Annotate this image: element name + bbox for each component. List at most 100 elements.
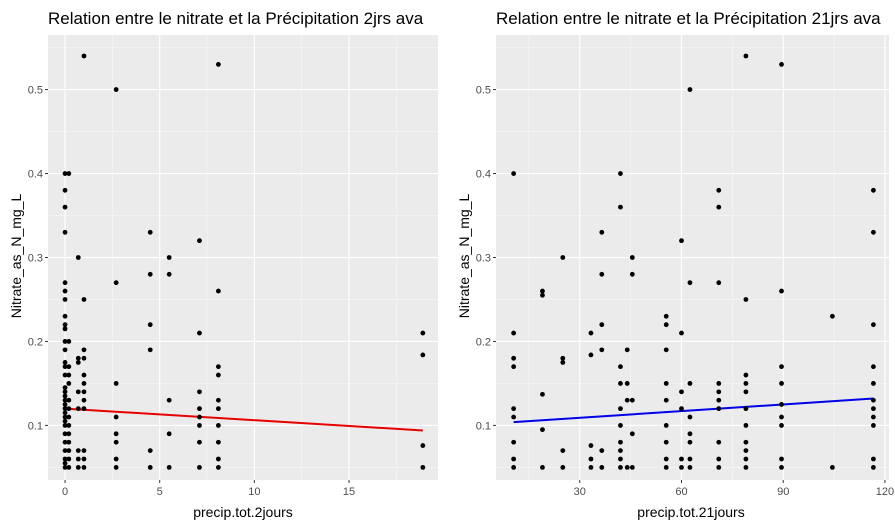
data-point (147, 271, 153, 277)
chart-panel-left: Relation entre le nitrate et la Précipit… (8, 9, 438, 520)
data-point (66, 171, 72, 176)
data-point (62, 397, 68, 403)
data-point (62, 204, 68, 210)
data-point (66, 339, 72, 344)
data-point (663, 456, 669, 462)
data-point (679, 456, 684, 462)
data-point (871, 423, 876, 428)
data-point (81, 355, 87, 361)
data-point (679, 330, 684, 336)
data-point (66, 456, 72, 462)
data-point (679, 389, 684, 395)
data-point (618, 465, 623, 470)
data-point (511, 364, 517, 370)
data-point (197, 423, 202, 428)
y-tick-label: 0.1 (476, 420, 491, 432)
chart-title: Relation entre le nitrate et la Précipit… (496, 9, 881, 28)
data-point (663, 313, 669, 319)
data-point (687, 439, 693, 445)
data-point (599, 322, 605, 328)
data-point (629, 255, 635, 260)
data-point (62, 393, 68, 399)
data-point (75, 355, 81, 361)
data-point (629, 397, 635, 403)
data-point (679, 238, 684, 244)
data-point (62, 406, 68, 412)
y-tick-label: 0.4 (476, 169, 491, 181)
data-point (166, 255, 172, 260)
data-point (560, 255, 566, 260)
data-point (215, 397, 221, 403)
data-point (687, 414, 693, 420)
data-point (113, 280, 119, 286)
y-tick-label: 0.2 (476, 336, 491, 348)
data-point (716, 397, 722, 403)
y-tick-label: 0.5 (476, 85, 491, 97)
data-point (618, 448, 623, 454)
y-axis-title: Nitrate_as_N_mg_L (8, 194, 24, 319)
y-tick-label: 0.3 (476, 253, 491, 265)
x-tick-label: 90 (777, 486, 789, 498)
data-point (62, 460, 68, 466)
data-point (629, 431, 635, 437)
data-point (511, 171, 517, 176)
data-point (743, 389, 749, 395)
axis-ticks: 30 60 90 120 0.1 0.2 0.3 0.4 0.5 (476, 85, 894, 498)
data-point (81, 381, 87, 386)
data-point (829, 465, 835, 470)
data-point (75, 406, 81, 412)
data-point (624, 381, 630, 386)
x-tick-label: 5 (157, 486, 163, 498)
data-point (62, 385, 68, 391)
data-point (779, 364, 784, 370)
data-point (147, 347, 153, 353)
data-point (743, 456, 749, 462)
data-point (62, 229, 68, 235)
data-point (716, 456, 722, 462)
data-point (197, 414, 202, 420)
data-point (540, 465, 545, 470)
data-point (62, 326, 68, 332)
data-point (66, 423, 72, 428)
data-point (81, 406, 87, 412)
data-point (215, 364, 221, 370)
data-point (743, 372, 749, 378)
data-point (743, 423, 749, 428)
data-point (599, 465, 605, 470)
data-point (511, 456, 517, 462)
data-point (599, 271, 605, 277)
data-point (66, 364, 72, 370)
data-point (166, 271, 172, 277)
data-point (66, 414, 72, 420)
data-point (743, 406, 749, 412)
data-point (743, 439, 749, 445)
data-point (779, 288, 784, 294)
trend-line (513, 397, 874, 424)
y-tick-label: 0.1 (28, 420, 43, 432)
data-point (75, 255, 81, 260)
data-point (779, 456, 784, 462)
data-point (420, 443, 426, 448)
data-point (81, 53, 87, 59)
data-point (81, 372, 87, 378)
data-point (743, 297, 749, 302)
data-point (62, 280, 68, 286)
axis-ticks: 0 5 10 15 0.1 0.2 0.3 0.4 0.5 (28, 85, 355, 498)
data-point (66, 439, 72, 445)
data-point (215, 288, 221, 294)
data-point (871, 187, 876, 193)
data-point (62, 423, 68, 428)
chart-title: Relation entre le nitrate et la Précipit… (48, 9, 424, 28)
data-point (215, 465, 221, 470)
data-point (62, 288, 68, 294)
data-point (716, 381, 722, 386)
data-point (511, 355, 517, 361)
data-point (716, 406, 722, 412)
data-point (618, 439, 623, 445)
data-point (81, 448, 87, 454)
data-point (62, 389, 68, 395)
data-point (113, 439, 119, 445)
data-point (75, 360, 81, 365)
data-point (66, 372, 72, 378)
